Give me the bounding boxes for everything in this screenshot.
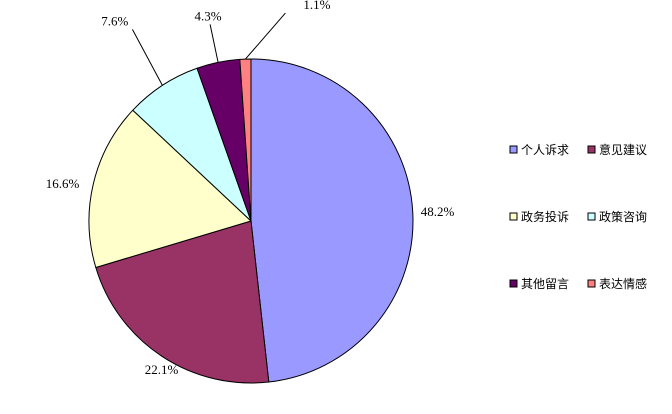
legend-swatch bbox=[587, 212, 596, 221]
legend-label: 个人诉求 bbox=[521, 143, 569, 157]
data-label-slice-1: 48.2% bbox=[421, 204, 455, 219]
legend-item-slice-4: 政策咨询 bbox=[587, 209, 647, 224]
pie-slice-3 bbox=[88, 109, 252, 268]
pie-slice-1 bbox=[250, 58, 414, 383]
data-labels: 48.2% 22.1% 16.6% 7.6% 4.3% 1.1% bbox=[46, 0, 455, 377]
data-label-slice-3: 16.6% bbox=[46, 176, 80, 191]
leader-line-slice-4 bbox=[131, 29, 163, 86]
legend-swatch bbox=[587, 279, 596, 288]
legend-label: 政务投诉 bbox=[521, 209, 569, 224]
data-label-slice-4: 7.6% bbox=[101, 13, 128, 28]
legend-label: 意见建议 bbox=[599, 142, 647, 157]
leader-line-slice-6 bbox=[245, 12, 286, 60]
legend-item-slice-3: 政务投诉 bbox=[509, 209, 569, 224]
data-label-slice-5: 4.3% bbox=[195, 8, 222, 23]
legend-swatch bbox=[509, 279, 518, 288]
legend-swatch bbox=[509, 145, 518, 154]
legend-label: 其他留言 bbox=[521, 277, 569, 291]
legend-label: 表达情感 bbox=[599, 276, 647, 291]
legend-swatch bbox=[587, 145, 596, 154]
data-label-slice-2: 22.1% bbox=[145, 362, 179, 377]
legend-label: 政策咨询 bbox=[599, 209, 647, 224]
leader-line-slice-5 bbox=[209, 24, 219, 63]
pie-slice-6 bbox=[239, 58, 252, 222]
leader-lines bbox=[131, 12, 286, 86]
legend-item-slice-1: 个人诉求 bbox=[509, 143, 569, 157]
legend-item-slice-6: 表达情感 bbox=[587, 276, 647, 291]
legend-item-slice-5: 其他留言 bbox=[509, 277, 569, 291]
legend-item-slice-2: 意见建议 bbox=[587, 142, 647, 157]
pie-slice-2 bbox=[95, 220, 270, 384]
pie-slices bbox=[88, 58, 414, 384]
legend-swatch bbox=[509, 212, 518, 221]
data-label-slice-6: 1.1% bbox=[303, 0, 330, 12]
